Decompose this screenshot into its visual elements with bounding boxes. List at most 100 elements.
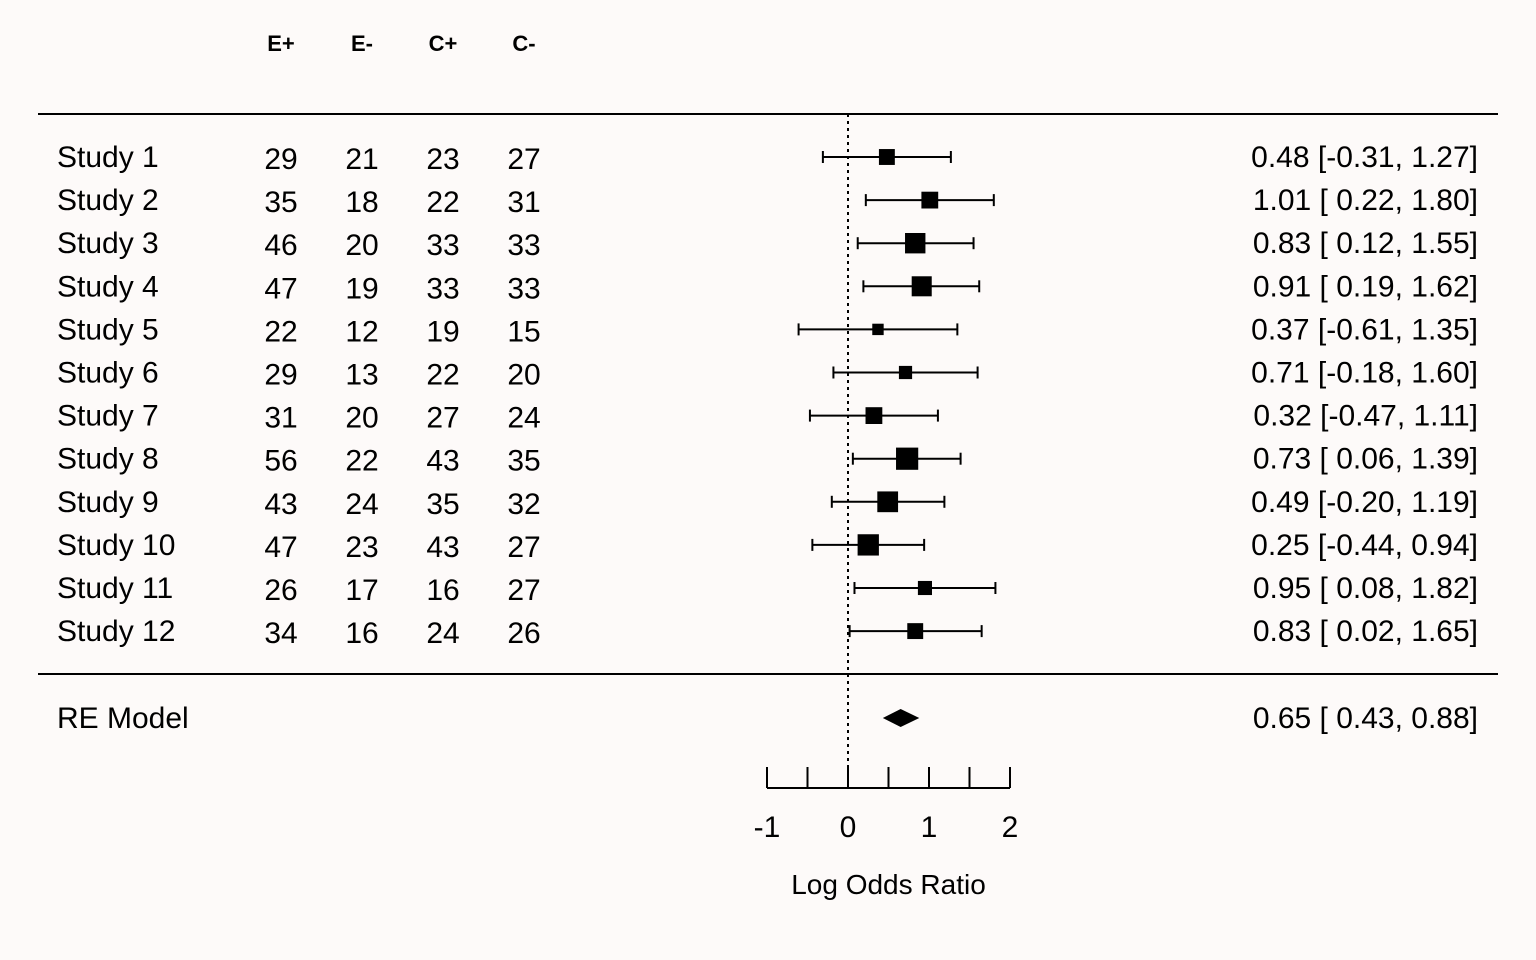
count-cell: 26: [507, 617, 540, 650]
study-label: Study 6: [57, 357, 159, 390]
count-cell: 33: [426, 272, 459, 305]
tick-label: 0: [840, 811, 857, 844]
count-cell: 24: [507, 402, 540, 435]
study-row: Study 9 43 24 35 32 0.49 [-0.20, 1.19]: [57, 486, 1478, 521]
count-cell: 24: [345, 488, 378, 521]
study-label: Study 7: [57, 400, 159, 433]
count-cell: 24: [426, 617, 459, 650]
count-cell: 21: [345, 143, 378, 176]
count-cell: 15: [507, 315, 540, 348]
count-cell: 17: [345, 574, 378, 607]
count-cell: 22: [345, 445, 378, 478]
estimate-label: 0.49 [-0.20, 1.19]: [1251, 486, 1478, 519]
count-cell: 16: [345, 617, 378, 650]
count-cell: 20: [345, 229, 378, 262]
point-estimate: [857, 534, 879, 556]
count-cell: 33: [426, 229, 459, 262]
point-estimate: [872, 323, 884, 336]
tick-label: 2: [1002, 811, 1019, 844]
study-row: Study 10 47 23 43 27 0.25 [-0.44, 0.94]: [57, 529, 1478, 564]
count-cell: 29: [264, 143, 297, 176]
count-cell: 34: [264, 617, 297, 650]
count-cell: 18: [345, 186, 378, 219]
summary-label: RE Model: [57, 702, 189, 735]
count-cell: 35: [507, 445, 540, 478]
tick-label: -1: [754, 811, 781, 844]
count-cell: 23: [426, 143, 459, 176]
estimate-label: 0.48 [-0.31, 1.27]: [1251, 141, 1478, 174]
summary-estimate-label: 0.65 [ 0.43, 0.88]: [1253, 702, 1478, 735]
count-cell: 16: [426, 574, 459, 607]
estimate-label: 0.71 [-0.18, 1.60]: [1251, 357, 1478, 390]
estimate-label: 0.83 [ 0.02, 1.65]: [1253, 615, 1478, 648]
count-cell: 20: [507, 359, 540, 392]
study-row: Study 5 22 12 19 15 0.37 [-0.61, 1.35]: [57, 313, 1478, 348]
study-label: Study 5: [57, 313, 159, 346]
count-cell: 43: [426, 531, 459, 564]
point-estimate: [896, 447, 919, 470]
count-cell: 33: [507, 229, 540, 262]
count-cell: 26: [264, 574, 297, 607]
study-row: Study 7 31 20 27 24 0.32 [-0.47, 1.11]: [57, 400, 1478, 435]
point-estimate: [898, 365, 913, 380]
count-cell: 22: [264, 315, 297, 348]
study-row: Study 2 35 18 22 31 1.01 [ 0.22, 1.80]: [57, 184, 1478, 219]
study-row: Study 12 34 16 24 26 0.83 [ 0.02, 1.65]: [57, 615, 1478, 650]
count-cell: 19: [426, 315, 459, 348]
point-estimate: [905, 233, 926, 254]
point-estimate: [917, 580, 932, 596]
count-cell: 46: [264, 229, 297, 262]
estimate-label: 1.01 [ 0.22, 1.80]: [1253, 184, 1478, 217]
column-headers: E+ E- C+ C-: [267, 31, 535, 56]
column-header: E-: [351, 31, 373, 56]
column-header: C-: [512, 31, 535, 56]
count-cell: 31: [264, 402, 297, 435]
count-cell: 22: [426, 359, 459, 392]
count-cell: 19: [345, 272, 378, 305]
estimate-label: 0.25 [-0.44, 0.94]: [1251, 529, 1478, 562]
estimate-label: 0.32 [-0.47, 1.11]: [1253, 400, 1478, 433]
count-cell: 27: [507, 574, 540, 607]
x-axis-title: Log Odds Ratio: [791, 869, 986, 900]
estimate-label: 0.37 [-0.61, 1.35]: [1251, 313, 1478, 346]
estimate-label: 0.73 [ 0.06, 1.39]: [1253, 443, 1478, 476]
point-estimate: [907, 623, 924, 640]
point-estimate: [877, 491, 899, 513]
study-rows: Study 1 29 21 23 27 0.48 [-0.31, 1.27] Study 2…: [57, 141, 1478, 650]
estimate-label: 0.83 [ 0.12, 1.55]: [1253, 227, 1478, 260]
study-label: Study 12: [57, 615, 175, 648]
count-cell: 43: [264, 488, 297, 521]
study-row: Study 8 56 22 43 35 0.73 [ 0.06, 1.39]: [57, 443, 1478, 478]
count-cell: 29: [264, 359, 297, 392]
count-cell: 47: [264, 272, 297, 305]
study-label: Study 11: [57, 572, 173, 605]
point-estimate: [921, 191, 939, 209]
column-header: C+: [429, 31, 458, 56]
study-row: Study 4 47 19 33 33 0.91 [ 0.19, 1.62]: [57, 270, 1478, 305]
count-cell: 43: [426, 445, 459, 478]
count-cell: 23: [345, 531, 378, 564]
tick-label: 1: [921, 811, 938, 844]
study-label: Study 2: [57, 184, 159, 217]
count-cell: 35: [426, 488, 459, 521]
count-cell: 35: [264, 186, 297, 219]
count-cell: 32: [507, 488, 540, 521]
study-row: Study 1 29 21 23 27 0.48 [-0.31, 1.27]: [57, 141, 1478, 176]
study-label: Study 3: [57, 227, 159, 260]
count-cell: 13: [345, 359, 378, 392]
count-cell: 47: [264, 531, 297, 564]
count-cell: 12: [345, 315, 378, 348]
count-cell: 27: [507, 531, 540, 564]
count-cell: 33: [507, 272, 540, 305]
count-cell: 20: [345, 402, 378, 435]
study-label: Study 10: [57, 529, 175, 562]
count-cell: 31: [507, 186, 540, 219]
point-estimate: [865, 407, 883, 424]
summary-row: RE Model 0.65 [ 0.43, 0.88]: [57, 702, 1478, 735]
point-estimate: [911, 276, 932, 297]
x-axis: -1 0 1 2 Log Odds Ratio: [754, 767, 1019, 900]
study-label: Study 4: [57, 270, 159, 303]
count-cell: 27: [507, 143, 540, 176]
estimate-label: 0.95 [ 0.08, 1.82]: [1253, 572, 1478, 605]
